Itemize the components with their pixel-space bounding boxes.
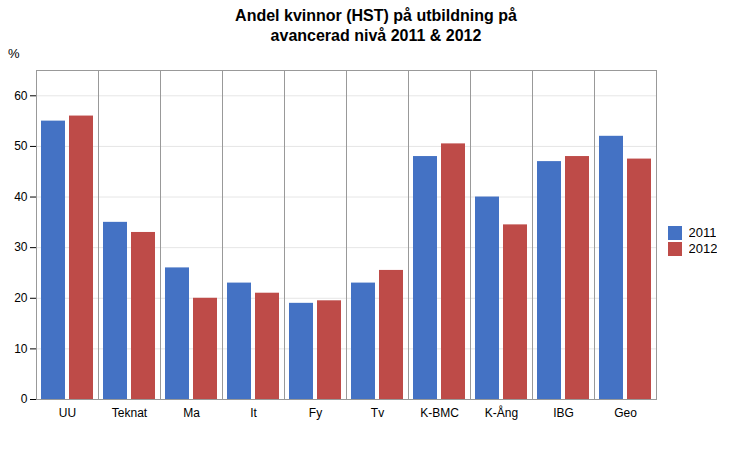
svg-text:40: 40 [14, 190, 28, 204]
svg-text:It: It [250, 406, 257, 420]
svg-text:Ma: Ma [183, 406, 200, 420]
html-text:2011: 2011 [688, 225, 717, 241]
svg-text:Fy: Fy [309, 406, 322, 420]
svg-text:K-BMC: K-BMC [420, 406, 459, 420]
svg-text:IBG: IBG [553, 406, 574, 420]
svg-text:50: 50 [14, 139, 28, 153]
svg-text:UU: UU [59, 406, 76, 420]
svg-text:30: 30 [14, 240, 28, 254]
svg-text:60: 60 [14, 89, 28, 103]
svg-text:20: 20 [14, 291, 28, 305]
html-text:Andel kvinnor (HST) på utbildn: Andel kvinnor (HST) på utbildning på ava… [235, 7, 517, 44]
svg-text:Geo: Geo [614, 406, 637, 420]
svg-text:Tv: Tv [371, 406, 384, 420]
svg-text:Teknat: Teknat [112, 406, 148, 420]
svg-text:10: 10 [14, 342, 28, 356]
svg-text:0: 0 [21, 392, 28, 406]
html-text:2012: 2012 [688, 241, 718, 257]
svg-text:K-Ång: K-Ång [485, 405, 518, 420]
